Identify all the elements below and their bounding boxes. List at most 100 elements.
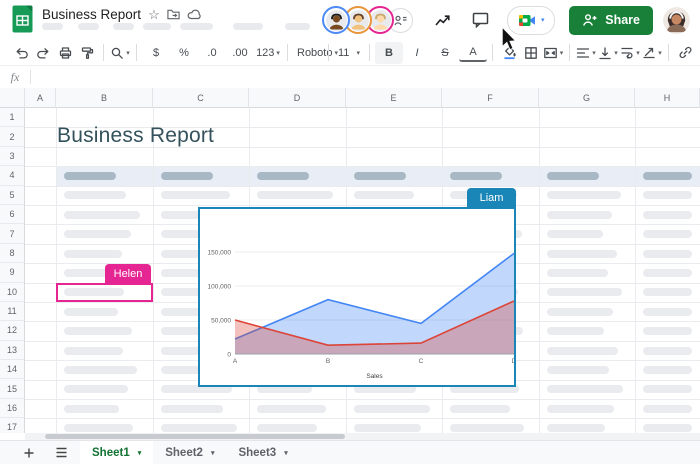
embedded-chart[interactable]: 0 50,000 100,000 150,000 A B C D Sales	[198, 207, 516, 387]
row-header-6[interactable]: 6	[0, 205, 24, 225]
column-header-D[interactable]: D	[249, 88, 346, 108]
svg-text:B: B	[326, 358, 330, 365]
all-sheets-menu-icon[interactable]	[50, 447, 72, 458]
move-to-folder-icon[interactable]	[167, 8, 180, 20]
scrollbar-thumb[interactable]	[45, 434, 345, 439]
bold-button[interactable]: B	[375, 41, 403, 64]
row-header-17[interactable]: 17	[0, 418, 24, 433]
row-header-12[interactable]: 12	[0, 321, 24, 341]
select-all-corner[interactable]	[0, 88, 25, 108]
cell-placeholder-pill	[64, 191, 126, 200]
row-headers[interactable]: 1 2 3 4 5 6 7 8 9 10 11 12 13 14 15 16 17	[0, 108, 25, 433]
sheet-tab-sheet2[interactable]: Sheet2 ▾	[165, 446, 215, 459]
font-name-select[interactable]: Roboto ▾	[297, 46, 338, 59]
row-header-2[interactable]: 2	[0, 127, 24, 147]
row-header-13[interactable]: 13	[0, 341, 24, 361]
vertical-align-icon[interactable]: ▾	[597, 42, 619, 64]
gridline	[25, 146, 700, 148]
collaborator-avatars[interactable]	[322, 6, 414, 34]
row-header-11[interactable]: 11	[0, 302, 24, 322]
cell-placeholder-pill	[257, 404, 326, 413]
column-header-F[interactable]: F	[442, 88, 539, 108]
cell-placeholder-pill	[64, 346, 123, 355]
column-header-A[interactable]: A	[25, 88, 56, 108]
merge-cells-icon[interactable]: ▾	[542, 42, 564, 64]
row-header-1[interactable]: 1	[0, 108, 24, 128]
svg-text:C: C	[419, 358, 424, 365]
increase-decimal-button[interactable]: .00	[232, 46, 248, 59]
explore-trend-icon[interactable]	[431, 9, 453, 31]
comment-history-icon[interactable]	[469, 9, 491, 31]
redo-icon[interactable]	[32, 42, 54, 64]
cell-placeholder-pill	[450, 385, 519, 394]
row-header-3[interactable]: 3	[0, 147, 24, 167]
cell-placeholder-pill	[161, 288, 231, 297]
add-sheet-icon[interactable]	[18, 447, 40, 459]
format-percent-button[interactable]: %	[179, 46, 189, 59]
helen-selected-cell[interactable]	[56, 282, 153, 302]
row-header-14[interactable]: 14	[0, 360, 24, 380]
horizontal-scrollbar[interactable]	[25, 433, 700, 440]
cell-placeholder-pill	[161, 249, 226, 258]
italic-button[interactable]: I	[415, 46, 419, 59]
row-header-10[interactable]: 10	[0, 283, 24, 302]
undo-icon[interactable]	[10, 42, 32, 64]
column-header-E[interactable]: E	[346, 88, 442, 108]
collaborator-avatar[interactable]	[344, 6, 373, 34]
column-header-G[interactable]: G	[539, 88, 635, 108]
zoom-icon[interactable]: ▾	[109, 42, 131, 64]
format-currency-button[interactable]: $	[152, 46, 160, 59]
print-icon[interactable]	[54, 42, 76, 64]
formula-bar[interactable]: fx	[0, 66, 700, 89]
grid-cells[interactable]: Business Report Helen 0 50,000 100,000 150,…	[25, 108, 700, 433]
decrease-decimal-button[interactable]: .0	[207, 46, 217, 59]
sheet-tab-sheet3[interactable]: Sheet3 ▾	[238, 446, 288, 459]
cell-placeholder-pill	[257, 191, 333, 200]
row-header-8[interactable]: 8	[0, 244, 24, 264]
collaborator-avatar[interactable]	[366, 6, 395, 34]
insert-comment-icon[interactable]	[696, 42, 700, 64]
user-avatar[interactable]	[663, 6, 690, 34]
cell-placeholder-pill	[547, 346, 618, 355]
text-color-button[interactable]: A	[459, 44, 487, 62]
borders-icon[interactable]	[520, 42, 542, 64]
cell-placeholder-pill	[450, 424, 524, 433]
column-header-B[interactable]: B	[56, 88, 153, 108]
number-format-button[interactable]: 123 ▾	[256, 46, 280, 59]
sheet-tab-bar: Sheet1 ▾ Sheet2 ▾ Sheet3 ▾	[0, 440, 700, 464]
text-rotation-icon[interactable]: ▾	[641, 42, 663, 64]
text-wrap-icon[interactable]: ▾	[619, 42, 641, 64]
collaborator-avatar[interactable]	[322, 6, 351, 34]
column-header-H[interactable]: H	[635, 88, 700, 108]
column-header-C[interactable]: C	[153, 88, 249, 108]
sheets-logo-icon[interactable]	[12, 5, 33, 33]
cell-placeholder-pill	[643, 404, 692, 413]
font-size-select[interactable]: 11 ▾	[338, 46, 360, 59]
mouse-cursor	[501, 27, 518, 51]
row-header-5[interactable]: 5	[0, 186, 24, 205]
meet-button[interactable]: ▾	[507, 5, 556, 35]
sheet-tab-sheet1[interactable]: Sheet1 ▾	[80, 440, 154, 464]
insert-link-icon[interactable]	[674, 42, 696, 64]
sheet-title-text[interactable]: Business Report	[57, 124, 215, 147]
doc-title[interactable]: Business Report	[42, 6, 142, 22]
cell-placeholder-pill	[643, 230, 692, 239]
share-button[interactable]: Share	[569, 5, 653, 35]
svg-text:A: A	[233, 358, 238, 365]
meet-dropdown-arrow: ▾	[540, 17, 545, 24]
paint-format-icon[interactable]	[76, 42, 98, 64]
row-header-15[interactable]: 15	[0, 379, 24, 399]
row-header-4[interactable]: 4	[0, 166, 24, 186]
formula-input[interactable]	[31, 66, 700, 88]
gridline	[25, 166, 700, 168]
row-header-16[interactable]: 16	[0, 399, 24, 419]
cloud-status-icon[interactable]	[187, 9, 201, 20]
row-header-9[interactable]: 9	[0, 263, 24, 283]
horizontal-align-icon[interactable]: ▾	[577, 47, 596, 58]
star-icon[interactable]: ☆	[148, 6, 160, 22]
strikethrough-button[interactable]: S	[441, 46, 449, 59]
cell-placeholder-pill	[64, 404, 119, 413]
row-header-7[interactable]: 7	[0, 224, 24, 244]
